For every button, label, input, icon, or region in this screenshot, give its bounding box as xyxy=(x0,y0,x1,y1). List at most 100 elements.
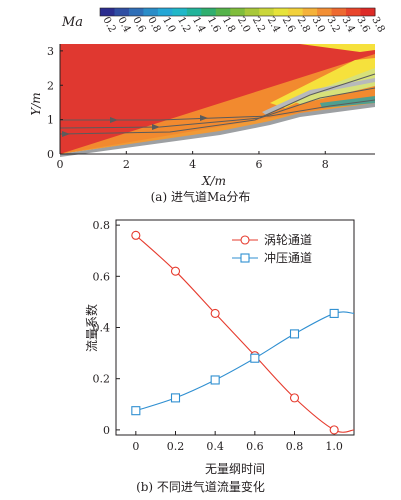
streamline-1 xyxy=(60,99,376,121)
panel-b: 0 0.2 0.4 0.6 0.8 1.0 0 0.2 0.4 0.6 0.8 涡轮通道 冲压通道 无… xyxy=(0,208,401,496)
legend-label: 涡轮通道 xyxy=(264,233,312,247)
colorbar-tick-label: 3.4 xyxy=(339,15,356,34)
y-tick-label: 0.4 xyxy=(93,322,111,335)
x-tick-label: 0.8 xyxy=(286,440,304,453)
square-marker xyxy=(210,375,220,385)
colorbar-tick-label: 0.6 xyxy=(130,15,147,34)
x-tick-label: 0 xyxy=(132,440,139,453)
x-tick-label: 4 xyxy=(189,158,196,171)
colorbar-label: Ma xyxy=(61,15,83,30)
x-tick-label: 1.0 xyxy=(325,440,343,453)
circle-marker xyxy=(131,230,141,240)
colorbar-tick-label: 0.8 xyxy=(145,15,162,34)
square-marker xyxy=(170,393,181,403)
colorbar-frame xyxy=(99,7,376,17)
y-tick-label: 3 xyxy=(47,45,54,58)
legend-square-marker xyxy=(240,253,250,263)
colorbar-swatch xyxy=(273,8,289,16)
high-mach-region xyxy=(270,58,375,108)
chart-ticks: 0 0.2 0.4 0.6 0.8 1.0 0 0.2 0.4 0.6 0.8 xyxy=(93,219,343,453)
colorbar-tick-label: 2.8 xyxy=(295,15,312,34)
colorbar-tick-label: 2.6 xyxy=(280,15,297,34)
colorbar-swatch xyxy=(172,8,188,16)
series-line-2 xyxy=(135,311,355,412)
x-tick-label: 2 xyxy=(123,158,130,171)
y-tick-label: 0.2 xyxy=(93,373,111,386)
y-tick-label: 0 xyxy=(47,148,54,161)
x-tick-label: 8 xyxy=(322,158,329,171)
colorbar-tick-label: 1.2 xyxy=(175,15,192,34)
colorbar-tick-labels: 0.20.40.60.81.01.21.41.61.82.02.22.42.62… xyxy=(100,15,386,34)
ramp-wall xyxy=(60,103,375,157)
colorbar-tick-label: 2.0 xyxy=(235,15,252,34)
contour-field xyxy=(59,44,376,157)
x-axis-label: 无量纲时间 xyxy=(205,462,265,476)
colorbar-tick-label: 2.2 xyxy=(250,15,267,34)
colorbar-swatch xyxy=(317,8,333,16)
y-tick-label: 0.8 xyxy=(93,219,111,232)
arrow xyxy=(62,131,70,137)
colorbar-swatch xyxy=(215,8,231,16)
colorbar-swatch xyxy=(302,8,318,16)
legend-circle-marker xyxy=(240,235,250,245)
streamlines xyxy=(59,73,376,135)
arrow xyxy=(152,124,160,130)
plot-frame xyxy=(115,219,355,436)
colorbar-tick-label: 0.2 xyxy=(100,15,117,34)
colorbar-swatch xyxy=(360,8,376,16)
colorbar-swatch xyxy=(100,8,115,16)
colorbar-tick-label: 1.4 xyxy=(190,15,207,34)
square-marker xyxy=(329,308,339,318)
series-line-1 xyxy=(135,234,355,433)
y-axis-label: Y/m xyxy=(29,92,43,115)
chart-series xyxy=(131,230,355,435)
colorbar-swatch xyxy=(244,8,260,16)
colorbar-swatch xyxy=(259,8,275,16)
colorbar-tick-label: 3.6 xyxy=(354,15,371,34)
x-tick-label: 0.6 xyxy=(246,440,264,453)
y-tick-label: 0.6 xyxy=(93,270,111,283)
colorbar-swatch xyxy=(186,8,202,16)
colorbar-tick-label: 1.6 xyxy=(205,15,222,34)
square-marker xyxy=(289,329,300,339)
axes-a-ticks: 0 2 4 6 8 0 1 2 3 xyxy=(47,45,329,171)
colorbar-swatch xyxy=(230,8,246,16)
colorbar-swatch xyxy=(143,8,159,16)
arrow xyxy=(200,115,208,121)
x-axis-label: X/m xyxy=(201,174,226,188)
y-axis-label: 流量系数 xyxy=(84,304,99,352)
y-tick-label: 1 xyxy=(47,114,54,127)
square-marker xyxy=(250,353,260,363)
axes-a xyxy=(59,44,375,155)
cowl-high-mach xyxy=(300,44,375,52)
caption-a: (a) 进气道Ma分布 xyxy=(150,190,251,204)
colorbar-tick-label: 1.0 xyxy=(160,15,177,34)
square-marker xyxy=(131,406,141,416)
legend-label: 冲压通道 xyxy=(264,250,312,265)
y-tick-label: 0 xyxy=(103,424,110,437)
x-tick-label: 6 xyxy=(255,158,262,171)
colorbar-tick-label: 3.0 xyxy=(310,15,327,34)
colorbar xyxy=(99,7,376,17)
circle-marker xyxy=(289,393,300,403)
streamline-arrows xyxy=(62,115,208,137)
arrow xyxy=(110,117,118,123)
streamline-3 xyxy=(59,73,376,135)
circle-marker xyxy=(210,308,220,318)
colorbar-swatch xyxy=(201,8,217,16)
y-tick-label: 2 xyxy=(47,79,54,92)
colorbar-swatch xyxy=(157,8,173,16)
colorbar-tick-label: 0.4 xyxy=(115,15,132,34)
colorbar-tick-label: 2.4 xyxy=(265,15,282,34)
caption-b: (b) 不同进气道流量变化 xyxy=(136,480,265,494)
colorbar-tick-label: 3.8 xyxy=(369,15,386,34)
circle-marker xyxy=(170,266,181,276)
mach-contour-figure: Ma 0.20.40.60.81.01.21.41.61.82.02.22.42… xyxy=(29,7,387,188)
colorbar-tick-label: 1.8 xyxy=(220,15,237,34)
colorbar-swatch xyxy=(346,8,362,16)
x-tick-label: 0.4 xyxy=(206,440,224,453)
colorbar-swatch xyxy=(128,8,144,16)
circle-marker xyxy=(329,425,339,435)
